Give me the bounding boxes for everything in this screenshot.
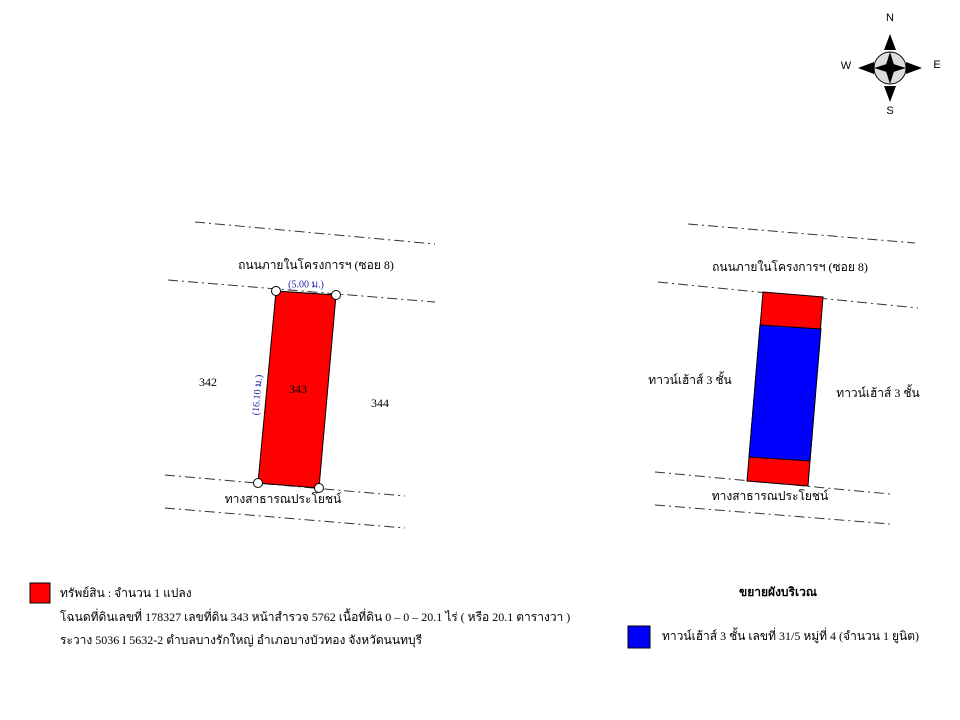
arrow-n bbox=[884, 34, 896, 50]
legend-title: ขยายผังบริเวณ bbox=[739, 585, 817, 599]
legend-text: ทรัพย์สิน : จำนวน 1 แปลง bbox=[60, 586, 192, 600]
plot-number: 343 bbox=[289, 382, 307, 396]
corner-marker bbox=[253, 478, 263, 488]
label-e: E bbox=[933, 59, 940, 71]
road-edge bbox=[167, 279, 436, 303]
corner-marker bbox=[331, 290, 341, 300]
width-label: (5.00 ม.) bbox=[288, 279, 324, 290]
plot-number: 342 bbox=[199, 375, 217, 389]
road-label: ทางสาธารณประโยชน์ bbox=[225, 492, 342, 506]
corner-marker bbox=[314, 483, 324, 493]
road-edge bbox=[654, 504, 891, 525]
road-edge bbox=[687, 223, 916, 244]
legend-text: ทาวน์เฮ้าส์ 3 ชั้น เลขที่ 31/5 หมู่ที่ 4… bbox=[662, 627, 919, 644]
road-label: ทางสาธารณประโยชน์ bbox=[712, 489, 829, 503]
site-plan: ถนนภายในโครงการฯ (ซอย 8) (5.00 ม.) (16.1… bbox=[164, 221, 436, 529]
legend: ทรัพย์สิน : จำนวน 1 แปลง โฉนดที่ดินเลขที… bbox=[29, 582, 919, 649]
road-edge bbox=[194, 221, 436, 245]
plot-number: 344 bbox=[371, 396, 389, 410]
legend-swatch bbox=[29, 582, 51, 604]
enlarged-plan: ถนนภายในโครงการฯ (ซอย 8) ทาวน์เฮ้าส์ 3 ช… bbox=[648, 223, 920, 525]
arrow-e bbox=[906, 62, 922, 74]
neighbor-label: ทาวน์เฮ้าส์ 3 ชั้น bbox=[836, 384, 919, 400]
label-s: S bbox=[886, 105, 893, 117]
compass: N E S W bbox=[841, 12, 941, 117]
arrow-w bbox=[858, 62, 874, 74]
legend-text: โฉนดที่ดินเลขที่ 178327 เลขที่ดิน 343 หน… bbox=[60, 608, 570, 624]
neighbor-label: ทาวน์เฮ้าส์ 3 ชั้น bbox=[648, 371, 731, 387]
needle bbox=[874, 63, 906, 73]
road-label: ถนนภายในโครงการฯ (ซอย 8) bbox=[238, 258, 394, 272]
length-label: (16.10 ม.) bbox=[251, 374, 266, 416]
road-edge bbox=[164, 507, 406, 529]
corner-marker bbox=[271, 286, 281, 296]
label-w: W bbox=[841, 60, 852, 72]
subject-building bbox=[748, 324, 822, 462]
label-n: N bbox=[886, 12, 894, 24]
legend-swatch bbox=[627, 625, 651, 649]
road-label: ถนนภายในโครงการฯ (ซอย 8) bbox=[712, 260, 868, 274]
road-edge bbox=[657, 281, 919, 309]
legend-text: ระวาง 5036 I 5632-2 ตำบลบางรักใหญ่ อำเภอ… bbox=[60, 633, 423, 648]
arrow-s bbox=[884, 86, 896, 102]
